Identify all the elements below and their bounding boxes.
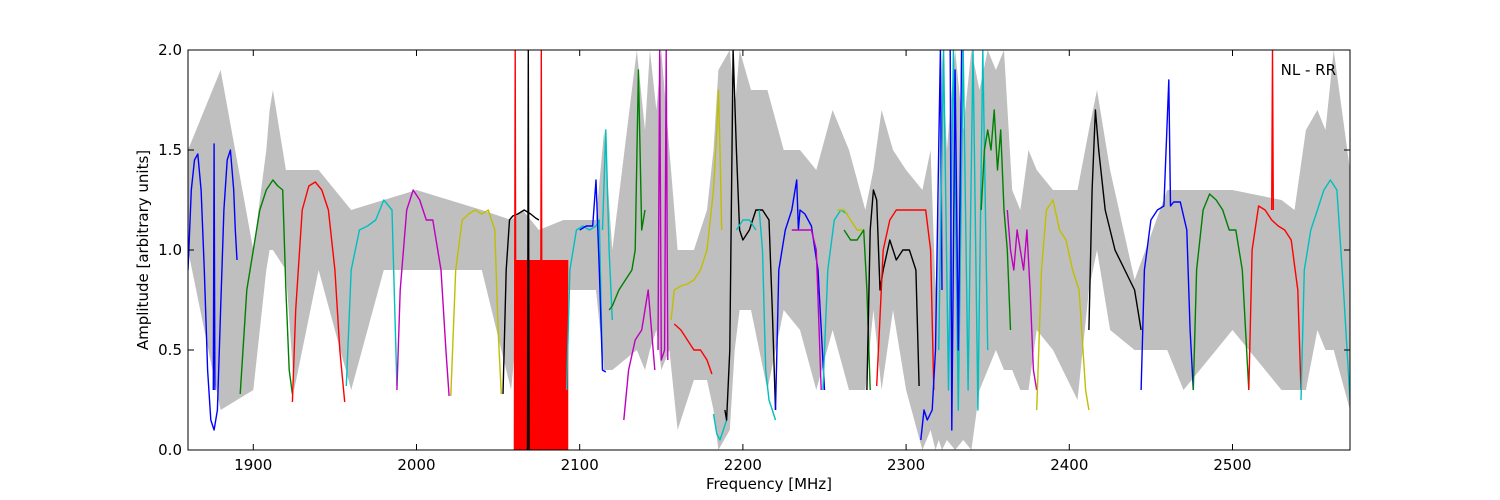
series-line-34	[1006, 209, 1038, 391]
y-tick-label: 2.0	[158, 41, 182, 59]
x-tick-label: 2500	[1213, 456, 1251, 474]
x-tick-label: 1900	[234, 456, 272, 474]
x-tick-label: 2200	[724, 456, 762, 474]
series-line-21	[735, 219, 757, 231]
series-line-5	[396, 189, 450, 397]
series-line-17	[670, 89, 723, 321]
series-line-38	[1192, 193, 1250, 391]
series-line-40	[1270, 50, 1275, 211]
series-line-8	[513, 50, 517, 450]
series-line-0	[188, 149, 238, 431]
series-line-3	[291, 181, 346, 403]
series-line-26	[837, 209, 864, 231]
background-band-layer	[188, 50, 1350, 450]
series-line-6	[450, 209, 502, 397]
series-line-16	[657, 50, 669, 361]
series-line-28	[866, 189, 920, 391]
series-line-25	[822, 209, 848, 391]
series-line-35	[1036, 199, 1090, 411]
series-line-15	[623, 289, 656, 421]
series-line-36	[1088, 109, 1142, 331]
series-line-41	[1300, 179, 1350, 401]
series-line-20	[724, 50, 777, 421]
series-line-1	[212, 143, 216, 391]
series-line-29	[876, 209, 935, 391]
series-line-30	[920, 50, 943, 441]
series-layer	[188, 50, 1350, 450]
series-line-12	[579, 179, 607, 373]
series-line-39	[1248, 205, 1302, 391]
series-line-19	[712, 413, 728, 441]
y-tick-label: 0.0	[158, 441, 182, 459]
y-tick-label: 0.5	[158, 341, 182, 359]
series-line-7	[502, 209, 540, 395]
x-tick-label: 2400	[1050, 456, 1088, 474]
series-line-32	[949, 50, 963, 431]
ticks-layer: 1900 2000 2100 2200 2300 2400 2500 0.0 0.5 1.0 1.5…	[158, 41, 1350, 474]
background-band	[188, 50, 1350, 450]
series-line-4	[345, 199, 398, 387]
x-tick-label: 2100	[561, 456, 599, 474]
series-line-14	[608, 69, 646, 311]
series-line-9	[526, 50, 530, 450]
series-line-10	[539, 50, 543, 450]
x-tick-label: 2300	[887, 456, 925, 474]
series-line-27	[843, 229, 871, 391]
y-tick-label: 1.5	[158, 141, 182, 159]
annotation-label: NL - RR	[1281, 61, 1336, 79]
y-axis-label: Amplitude [arbitrary units]	[134, 150, 152, 350]
series-line-13	[601, 129, 613, 321]
series-line-18	[673, 323, 713, 375]
series-line-33	[980, 109, 1012, 331]
x-axis-label: Frequency [MHz]	[706, 475, 832, 493]
series-line-22	[758, 209, 777, 421]
series-line-2	[239, 179, 294, 395]
x-tick-label: 2000	[397, 456, 435, 474]
series-line-24	[791, 229, 822, 391]
series-line-11	[565, 219, 604, 391]
series-line-31	[938, 50, 989, 411]
series-line-37	[1140, 79, 1194, 391]
y-tick-label: 1.0	[158, 241, 182, 259]
